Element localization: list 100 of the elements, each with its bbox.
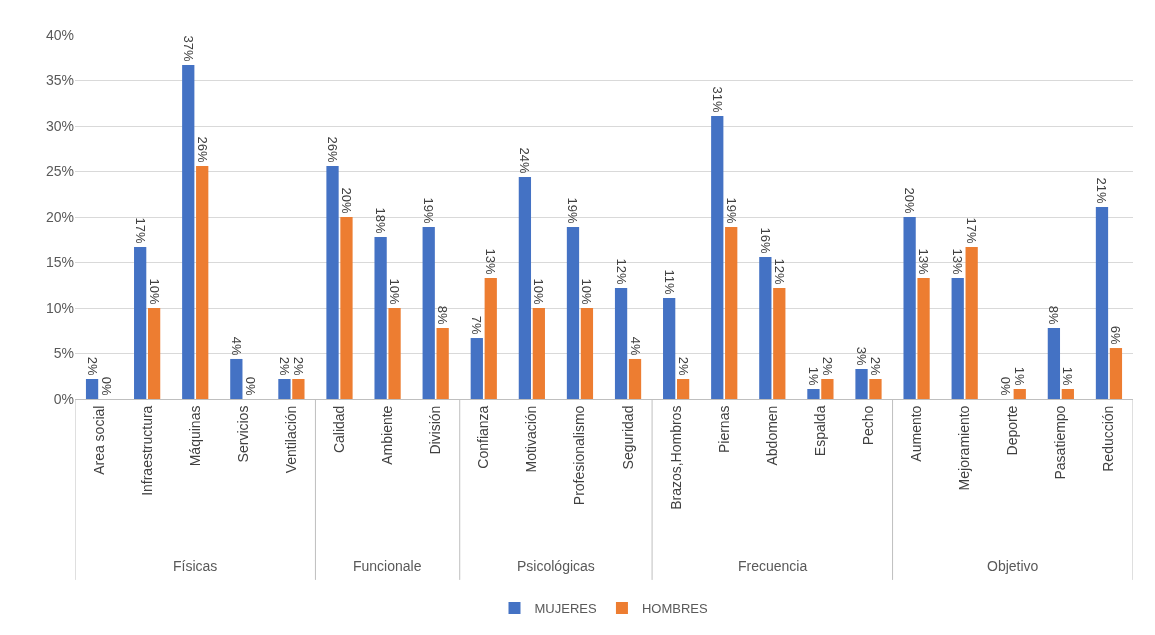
- bar: [484, 277, 497, 399]
- x-tick-label: Abdomen: [763, 405, 780, 466]
- bar: [422, 227, 435, 399]
- data-label: 4%: [228, 336, 244, 356]
- x-tick-label: Seguridad: [619, 405, 636, 470]
- x-tick-label: Motivación: [523, 405, 540, 473]
- text: Funcionale: [353, 558, 422, 574]
- bar: [1047, 328, 1061, 399]
- data-label: 10%: [387, 278, 403, 305]
- data-label: 10%: [579, 278, 595, 305]
- data-label: 26%: [325, 136, 341, 164]
- bar: [518, 176, 532, 399]
- bar: [580, 308, 594, 399]
- data-label: 1%: [1060, 366, 1076, 386]
- data-label: 16%: [757, 227, 773, 255]
- data-label: 0%: [998, 376, 1014, 396]
- bar: [903, 217, 916, 399]
- x-tick-label: Piernas: [715, 405, 732, 454]
- y-tick-label: 40%: [45, 26, 74, 43]
- data-label: 0%: [98, 376, 114, 396]
- data-label: 2%: [290, 356, 306, 376]
- bar: [711, 115, 724, 399]
- data-label: 13%: [950, 248, 966, 275]
- x-tick-label: Area social: [90, 405, 107, 475]
- bar: [1061, 388, 1074, 399]
- bar: [614, 287, 628, 399]
- bar: [759, 257, 772, 399]
- x-tick-label: Infraestructura: [138, 405, 155, 496]
- x-tick-label: Espalda: [811, 405, 828, 457]
- bar: [855, 368, 868, 399]
- bar: [196, 166, 209, 399]
- x-tick-label: División: [427, 405, 444, 455]
- data-label: 8%: [1046, 305, 1062, 326]
- data-label: 31%: [709, 86, 725, 113]
- bar: [566, 227, 580, 399]
- data-label: 2%: [675, 356, 691, 376]
- bar: [821, 378, 834, 399]
- bar: [230, 358, 243, 399]
- x-tick-label: Reducción: [1100, 405, 1117, 472]
- data-label: 21%: [1094, 177, 1110, 204]
- data-label: 8%: [435, 305, 451, 326]
- bar: [917, 277, 930, 399]
- bar: [807, 388, 820, 399]
- data-label: 4%: [627, 336, 643, 356]
- data-label: 20%: [902, 187, 918, 214]
- bar: [147, 308, 161, 399]
- bar: [1095, 206, 1109, 399]
- y-tick-label: 20%: [45, 208, 74, 225]
- bar: [965, 247, 978, 399]
- x-tick-label: Pasatiempo: [1052, 405, 1069, 480]
- data-label: 2%: [819, 356, 835, 376]
- x-tick-label: Deporte: [1004, 405, 1021, 456]
- bar: [869, 378, 882, 399]
- data-label: 37%: [180, 35, 196, 63]
- legend-label: MUJERES: [534, 600, 597, 616]
- bar: [628, 358, 642, 399]
- data-label: 17%: [132, 217, 148, 245]
- data-label: 19%: [421, 197, 437, 225]
- x-tick-label: Ambiente: [379, 405, 396, 465]
- data-label: 10%: [531, 278, 547, 305]
- data-label: 2%: [84, 356, 100, 376]
- data-label: 24%: [517, 147, 533, 174]
- data-label: 6%: [1108, 325, 1124, 346]
- x-tick-label: Máquinas: [186, 405, 203, 467]
- y-tick-label: 10%: [45, 299, 74, 316]
- text: Frecuencia: [738, 558, 808, 574]
- x-tick-label: Ventilación: [282, 405, 299, 474]
- data-label: 20%: [338, 187, 354, 214]
- bar: [374, 237, 387, 399]
- bar: [292, 378, 305, 399]
- y-tick-label: 25%: [45, 163, 74, 180]
- x-tick-label: Mejoramiento: [956, 405, 973, 491]
- bar: [278, 378, 291, 399]
- bar: [436, 328, 449, 399]
- bar: [676, 378, 690, 399]
- bar: [951, 277, 964, 399]
- x-tick-label: Calidad: [331, 405, 348, 454]
- data-label: 3%: [854, 346, 870, 366]
- data-label: 26%: [194, 136, 210, 164]
- data-label: 0%: [242, 376, 258, 396]
- y-tick-label: 30%: [45, 117, 74, 134]
- bar: [388, 308, 401, 399]
- bar: [470, 338, 483, 399]
- x-tick-label: Profesionalismo: [571, 405, 588, 506]
- data-label: 12%: [613, 258, 629, 285]
- x-tick-label: Brazos,Hombros: [667, 405, 684, 510]
- bar: [134, 247, 147, 399]
- y-tick-label: 0%: [53, 390, 74, 407]
- data-label: 1%: [805, 366, 821, 386]
- data-label: 2%: [276, 356, 292, 376]
- data-label: 13%: [916, 248, 932, 275]
- data-label: 18%: [373, 207, 389, 235]
- y-tick-label: 35%: [45, 72, 74, 89]
- legend-label: HOMBRES: [641, 600, 709, 616]
- bar: [1109, 348, 1123, 399]
- text: Psicológicas: [517, 558, 595, 574]
- data-label: 10%: [146, 278, 162, 305]
- data-label: 2%: [867, 356, 883, 376]
- data-label: 1%: [1012, 366, 1028, 386]
- bar: [340, 217, 353, 399]
